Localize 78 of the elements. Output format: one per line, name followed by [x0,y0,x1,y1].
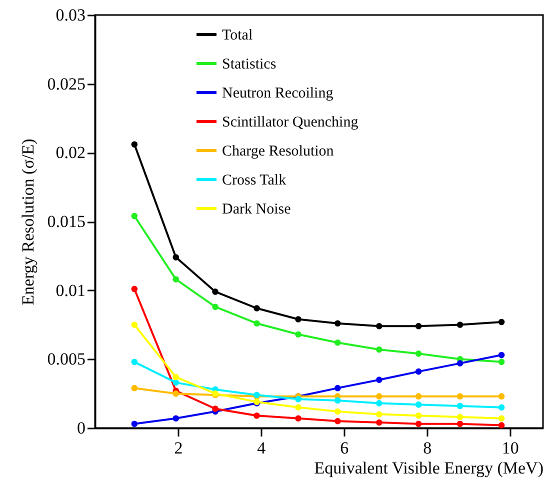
point [295,331,302,338]
y-tick-label: 0.005 [47,350,86,369]
point [131,286,138,292]
legend-label: Cross Talk [222,172,287,188]
point [172,374,180,380]
point [212,406,218,412]
point [376,411,382,418]
point [131,420,138,428]
point [131,141,138,148]
point [334,384,341,392]
point [376,346,382,353]
point [334,408,341,415]
point [131,358,138,366]
point [456,414,464,420]
point [254,305,260,312]
point [172,415,180,422]
point [376,400,382,406]
point [131,212,138,220]
legend-label: Charge Resolution [222,144,334,160]
legend-label: Neutron Recoiling [222,86,334,102]
legend-label: Statistics [222,56,276,72]
point [131,322,138,328]
point [376,376,382,383]
point [456,402,464,410]
point [254,320,260,327]
point [415,412,422,419]
point [415,350,422,357]
point [376,393,382,400]
legend-label: Total [222,28,253,44]
point [415,393,422,400]
y-axis-title: Energy Resolution (σ/E) [18,138,38,306]
point [498,393,505,400]
y-tick-label: 0.01 [56,280,86,300]
point [456,420,464,428]
point [172,276,180,282]
point [498,352,505,358]
point [415,401,422,408]
point [498,404,505,411]
point [295,415,302,422]
point [376,322,382,330]
legend-label: Scintillator Quenching [222,114,359,130]
point [415,368,422,375]
point [334,418,341,424]
x-tick-label: 8 [423,438,432,458]
point [415,322,422,330]
point [172,390,180,397]
point [295,396,302,402]
point [334,397,341,404]
point [212,304,218,310]
y-tick-label: 0.02 [56,143,86,162]
point [172,254,180,260]
y-tick-label: 0.025 [47,74,86,94]
x-tick-label: 10 [502,438,519,458]
point [376,419,382,426]
point [131,384,138,392]
point [172,379,180,386]
x-tick-label: 4 [257,438,266,458]
point [334,339,341,346]
point [498,415,505,422]
point [498,422,505,428]
legend-label: Dark Noise [222,202,292,218]
point [456,322,464,328]
point [456,360,464,366]
point [498,358,505,366]
point [295,316,302,322]
point [295,404,302,411]
point [415,420,422,428]
y-tick-label: 0.03 [56,6,86,24]
y-tick-label: 0.015 [47,212,86,231]
point [212,288,218,295]
x-tick-label: 6 [340,438,349,458]
point [334,320,341,327]
x-tick-label: 2 [174,438,183,458]
point [498,318,505,326]
y-tick-label: 0 [77,418,86,438]
x-axis-title: Equivalent Visible Energy (MeV) [314,458,544,478]
point [254,412,260,419]
point [456,393,464,400]
